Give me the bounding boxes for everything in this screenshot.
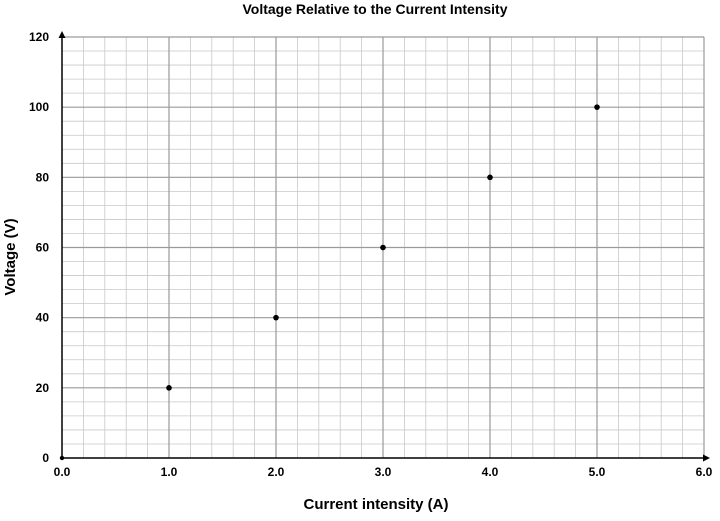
data-point [273,314,279,321]
x-tick-label: 5.0 [589,465,606,479]
data-points [166,104,600,391]
data-point [380,244,386,251]
y-tick-label: 100 [29,100,49,114]
data-point [487,174,493,181]
y-tick-labels: 0 20 40 60 80 100 120 [29,30,49,465]
x-tick-label: 6.0 [696,465,713,479]
data-point [594,104,600,110]
origin-dot [59,455,65,461]
x-axis-title: Current intensity (A) [303,496,448,513]
x-tick-label: 1.0 [161,465,178,479]
y-tick-label: 0 [42,451,49,465]
x-tick-labels: 0.0 1.0 2.0 3.0 4.0 5.0 6.0 [54,465,713,479]
axes [58,31,710,462]
y-tick-label: 40 [36,311,50,325]
x-tick-label: 0.0 [54,465,71,479]
y-tick-label: 80 [36,170,50,184]
y-axis-arrow [58,31,66,38]
x-tick-label: 3.0 [375,465,392,479]
x-axis-arrow [703,454,710,462]
y-tick-label: 60 [36,241,50,255]
chart-title: Voltage Relative to the Current Intensit… [242,1,507,17]
x-tick-label: 2.0 [268,465,285,479]
y-axis-title: Voltage (V) [2,218,19,295]
x-tick-label: 4.0 [482,465,499,479]
y-tick-label: 20 [36,381,50,395]
y-tick-label: 120 [29,30,49,44]
data-point [166,385,172,391]
